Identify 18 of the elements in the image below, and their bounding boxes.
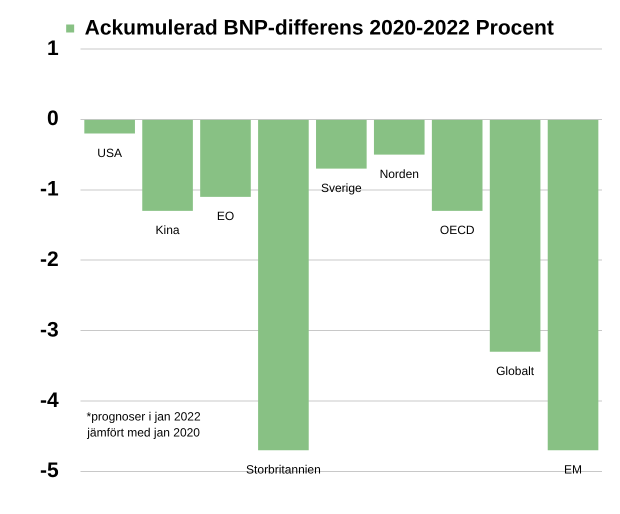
y-tick-label: -5 xyxy=(40,459,59,482)
y-tick-label: 0 xyxy=(46,107,59,130)
y-tick-label: -2 xyxy=(40,248,59,271)
x-tick-label: EM xyxy=(564,462,582,477)
x-tick-label: Storbritannien xyxy=(246,462,321,477)
y-tick-label: 1 xyxy=(46,36,59,60)
x-tick-label: OECD xyxy=(440,223,475,238)
y-tick-label: -1 xyxy=(40,178,59,201)
legend-label: Ackumulerad BNP-differens 2020-2022 Procent xyxy=(84,16,554,40)
x-tick-label: Norden xyxy=(380,166,419,181)
x-tick-label: USA xyxy=(97,146,122,160)
annotation: *prognoser i jan 2022 jämfört med jan 2020 xyxy=(86,410,201,440)
y-tick-label: -3 xyxy=(40,318,59,342)
x-tick-label: Sverige xyxy=(320,180,362,195)
y-tick-label: -4 xyxy=(40,388,59,412)
x-tick-label: EO xyxy=(216,209,234,224)
x-tick-label: Kina xyxy=(156,223,180,238)
x-tick-label: Globalt xyxy=(496,364,535,378)
